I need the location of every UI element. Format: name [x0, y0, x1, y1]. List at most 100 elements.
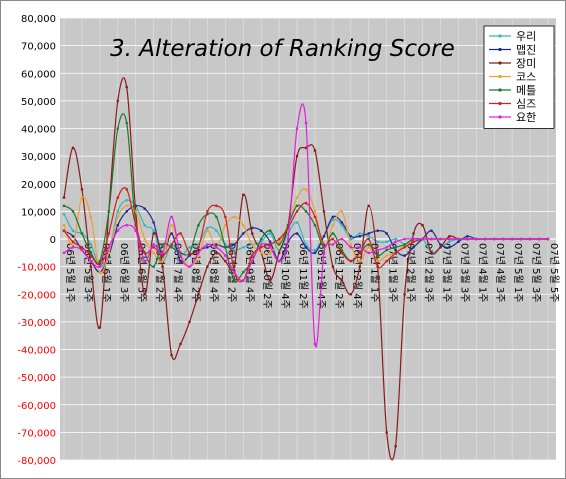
data-point	[62, 251, 66, 255]
data-point	[412, 237, 415, 241]
data-point	[152, 229, 155, 233]
legend-box	[483, 25, 555, 129]
data-point	[62, 196, 66, 199]
x-tick-label: 06년 11월 4주	[315, 243, 327, 309]
data-point	[483, 237, 487, 241]
data-point	[457, 237, 460, 241]
data-point	[385, 232, 388, 235]
data-point	[107, 251, 111, 255]
data-point	[71, 146, 75, 150]
data-point	[367, 232, 371, 235]
data-point	[295, 196, 299, 199]
data-point	[340, 251, 344, 255]
data-point	[349, 292, 353, 296]
legend-label: 메틀	[516, 84, 536, 97]
series-line	[63, 103, 548, 348]
x-tick-label: 07년 2월 1주	[405, 243, 417, 302]
data-point	[385, 245, 388, 249]
data-point	[241, 279, 245, 282]
data-point	[367, 204, 371, 208]
data-point	[448, 237, 451, 241]
data-point	[430, 229, 433, 233]
data-point	[448, 240, 451, 244]
data-point	[206, 210, 209, 213]
legend-marker	[498, 34, 502, 38]
data-point	[385, 259, 388, 263]
data-point	[412, 232, 415, 235]
data-point	[421, 237, 424, 241]
data-point	[448, 245, 451, 249]
data-point	[250, 243, 254, 246]
x-tick-label: 06년 6월 3주	[118, 243, 130, 302]
data-point	[331, 265, 335, 268]
data-point	[394, 251, 397, 255]
y-axis-ticks: 80,000 70,000 60,000 50,000 40,000 30,000 20,0…	[17, 14, 56, 467]
data-point	[215, 229, 218, 233]
data-point	[313, 248, 317, 252]
y-tick-label: -40,000	[17, 346, 56, 357]
x-tick-label: 06년 5월 3주	[82, 243, 94, 302]
legend-marker	[498, 61, 502, 65]
data-point	[304, 201, 308, 205]
data-point	[62, 223, 66, 227]
data-point	[295, 221, 299, 224]
data-point	[385, 431, 388, 434]
data-point	[98, 262, 102, 266]
data-point	[197, 292, 200, 296]
data-point	[340, 221, 344, 224]
data-point	[197, 245, 200, 249]
data-point	[152, 265, 155, 268]
data-point	[340, 279, 344, 282]
y-tick-label: -70,000	[17, 428, 56, 439]
legend-label: 우리	[516, 30, 536, 43]
data-point	[71, 210, 75, 213]
y-tick-label: -20,000	[17, 290, 56, 301]
data-point	[215, 204, 218, 208]
data-point	[152, 243, 155, 246]
data-point	[71, 229, 75, 233]
data-point	[71, 245, 75, 249]
data-point	[215, 251, 218, 255]
data-point	[188, 320, 191, 324]
data-point	[403, 245, 406, 249]
data-point	[107, 210, 111, 213]
data-point	[331, 223, 335, 227]
data-point	[125, 85, 129, 89]
data-point	[89, 251, 93, 255]
data-point	[89, 254, 93, 257]
data-point	[268, 245, 272, 249]
data-point	[161, 243, 164, 246]
data-point	[134, 229, 138, 233]
data-point	[170, 223, 173, 227]
data-point	[143, 223, 146, 227]
data-point	[367, 234, 371, 238]
data-point	[250, 254, 254, 257]
data-point	[268, 243, 272, 246]
data-point	[179, 342, 182, 346]
data-point	[367, 245, 371, 249]
data-point	[161, 259, 164, 263]
data-point	[537, 237, 541, 241]
legend-label: 심즈	[516, 98, 536, 111]
data-point	[89, 243, 93, 246]
data-point	[206, 229, 209, 233]
data-point	[448, 234, 451, 238]
data-point	[206, 265, 209, 268]
y-tick-label: -30,000	[17, 318, 56, 329]
data-point	[232, 279, 236, 282]
data-point	[376, 254, 380, 257]
x-tick-label: 07년 5월 5주	[548, 243, 560, 302]
data-point	[385, 248, 388, 252]
data-point	[197, 223, 200, 227]
data-point	[206, 245, 209, 249]
data-point	[125, 204, 129, 208]
data-point	[206, 243, 209, 246]
data-point	[224, 254, 227, 257]
data-point	[116, 210, 120, 213]
y-tick-label: 0	[50, 235, 56, 246]
data-point	[304, 187, 308, 191]
data-point	[134, 210, 138, 213]
x-tick-label: 07년 5월 3주	[530, 243, 542, 302]
data-point	[188, 251, 191, 255]
